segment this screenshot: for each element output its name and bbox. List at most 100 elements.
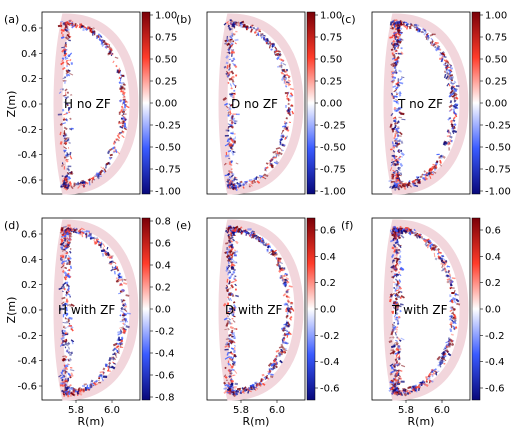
speckle: [121, 120, 125, 122]
speckle: [62, 368, 65, 371]
speckle: [394, 358, 397, 361]
speckle: [92, 384, 95, 387]
speckle: [252, 386, 256, 391]
speckle: [394, 58, 398, 61]
speckle: [233, 187, 237, 190]
speckle: [122, 327, 127, 333]
speckle: [120, 298, 124, 303]
speckle: [123, 127, 128, 131]
speckle: [65, 338, 68, 342]
speckle: [395, 310, 397, 313]
speckle: [231, 59, 235, 62]
speckle: [395, 318, 398, 321]
speckle: [392, 260, 394, 264]
speckle: [258, 29, 261, 31]
speckle: [388, 340, 393, 344]
speckle: [397, 167, 400, 171]
speckle: [60, 61, 65, 66]
speckle: [248, 185, 251, 188]
speckle: [396, 133, 400, 138]
speckle: [226, 230, 230, 234]
speckle: [225, 55, 229, 59]
speckle: [401, 118, 406, 121]
speckle: [64, 21, 68, 25]
speckle: [399, 22, 403, 26]
speckle: [413, 232, 417, 234]
speckle: [422, 238, 425, 240]
speckle: [232, 94, 235, 99]
speckle: [114, 56, 119, 59]
speckle: [410, 23, 413, 27]
speckle: [452, 129, 458, 134]
speckle: [67, 341, 71, 345]
speckle: [99, 169, 104, 174]
speckle: [453, 92, 458, 97]
speckle: [61, 296, 66, 300]
speckle: [394, 228, 398, 233]
speckle: [227, 243, 232, 247]
speckle: [286, 312, 289, 315]
speckle: [231, 231, 236, 236]
speckle: [112, 353, 116, 356]
speckle: [391, 392, 394, 395]
speckle: [120, 337, 124, 341]
speckle: [229, 363, 232, 368]
speckle: [394, 26, 397, 30]
speckle: [279, 147, 283, 152]
speckle: [63, 334, 66, 337]
speckle: [118, 122, 123, 125]
panel-tag: (a): [4, 13, 19, 26]
speckle: [233, 360, 237, 364]
speckle: [394, 119, 397, 122]
speckle: [119, 344, 122, 348]
speckle: [449, 328, 453, 333]
speckle: [443, 56, 447, 58]
speckle: [69, 257, 72, 260]
speckle: [421, 30, 425, 34]
speckle: [392, 169, 396, 173]
speckle: [226, 70, 232, 76]
speckle: [398, 232, 401, 235]
speckle: [62, 329, 67, 333]
speckle: [394, 133, 396, 136]
speckle: [66, 168, 70, 171]
speckle: [62, 374, 66, 378]
speckle: [232, 229, 237, 233]
speckle: [288, 83, 292, 86]
speckle: [224, 348, 229, 351]
speckle: [418, 233, 422, 237]
speckle: [69, 265, 73, 269]
speckle: [113, 347, 116, 351]
ring-halo: [383, 219, 469, 401]
speckle: [113, 141, 117, 144]
colorbar-gradient: [306, 11, 316, 195]
speckle: [65, 261, 69, 265]
speckle: [70, 351, 74, 355]
speckle: [241, 182, 245, 186]
speckle: [230, 379, 234, 383]
speckle: [397, 149, 400, 154]
speckle: [397, 230, 400, 234]
speckle: [234, 136, 236, 140]
speckle: [414, 23, 420, 27]
speckle: [86, 384, 89, 389]
speckle: [284, 284, 288, 288]
speckle: [393, 135, 397, 140]
speckle: [233, 186, 237, 189]
speckle: [100, 241, 103, 246]
speckle: [402, 388, 405, 392]
speckle: [107, 368, 110, 372]
speckle: [436, 355, 441, 361]
speckle: [396, 108, 401, 110]
speckle: [233, 251, 236, 255]
speckle: [116, 138, 120, 142]
speckle: [63, 287, 66, 291]
speckle: [415, 235, 419, 239]
speckle: [235, 240, 238, 243]
speckle: [395, 53, 398, 55]
speckle: [268, 161, 272, 165]
speckle: [285, 291, 289, 294]
speckle: [230, 42, 234, 45]
speckle: [67, 224, 71, 227]
speckle: [431, 171, 435, 175]
